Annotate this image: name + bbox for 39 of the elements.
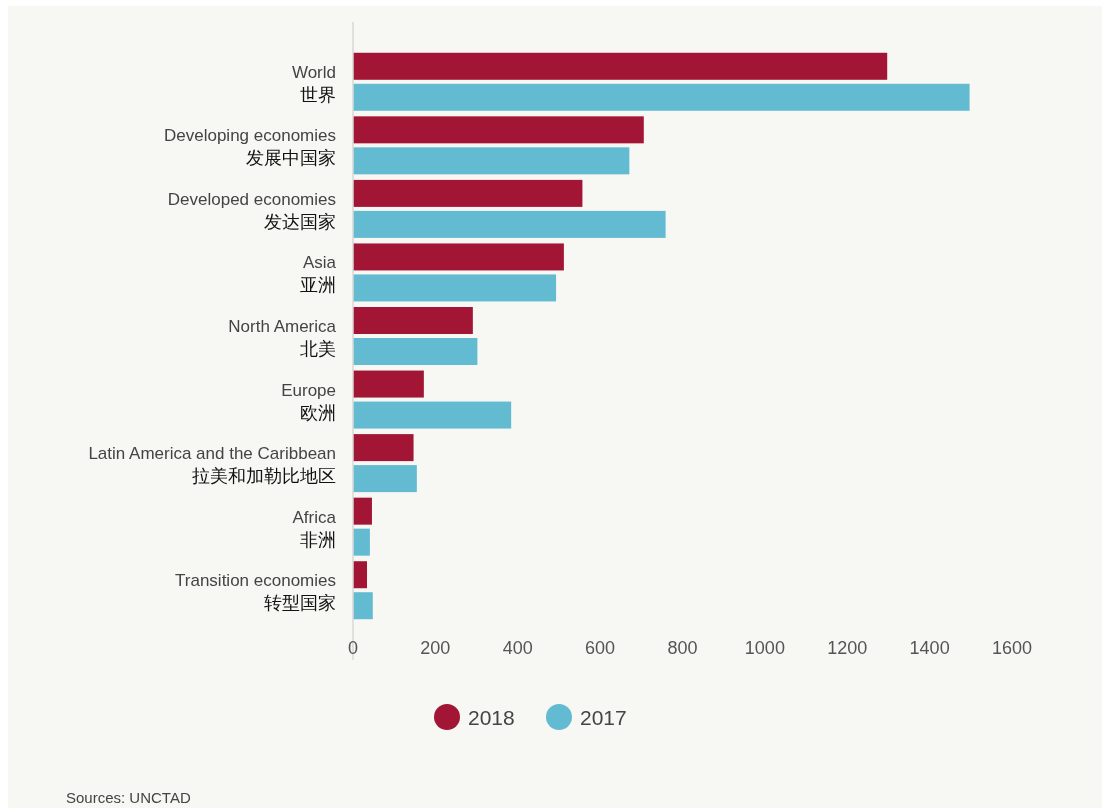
y-tick-label: World 世界: [291, 62, 336, 105]
x-tick-label: 1200: [827, 638, 868, 658]
y-tick-label: Developing economies 发展中国家: [164, 126, 336, 169]
x-tick-label: 800: [667, 638, 698, 658]
bar: [353, 52, 888, 80]
bar: [353, 116, 644, 144]
y-tick-label: Asia 亚洲: [300, 253, 337, 296]
bar: [353, 401, 512, 429]
bar: [353, 528, 370, 556]
y-tick-label: Africa 非洲: [292, 507, 337, 550]
bar: [353, 179, 583, 207]
bar: [353, 274, 557, 302]
bar: [353, 561, 367, 589]
source-note: Sources: UNCTAD: [66, 789, 191, 806]
bar: [353, 307, 473, 334]
bar: [353, 243, 564, 271]
bar: [353, 434, 414, 462]
y-tick-label: Latin America and the Caribbean 拉美和加勒比地区: [88, 444, 336, 487]
bar: [353, 147, 630, 175]
y-tick-label: Transition economies 转型国家: [175, 571, 336, 614]
bar: [353, 83, 970, 111]
x-tick-label: 1400: [909, 638, 950, 658]
y-tick-label: North America 北美: [228, 317, 337, 359]
x-tick-label: 0: [347, 638, 359, 658]
legend-label: 2018: [468, 706, 515, 729]
bar: [353, 592, 373, 620]
x-tick-label: 1000: [744, 638, 785, 658]
bar: [353, 338, 478, 365]
bar: [353, 210, 666, 238]
y-tick-label: Developed economies 发达国家: [167, 189, 336, 232]
x-tick-label: 600: [585, 638, 616, 658]
y-tick-label: Europe 欧洲: [281, 380, 336, 423]
legend-label: 2017: [580, 706, 627, 729]
bar: [353, 370, 424, 398]
x-tick-label: 200: [420, 638, 451, 658]
x-tick-label: 400: [502, 638, 533, 658]
bar: [353, 497, 372, 525]
bar: [353, 465, 417, 493]
x-tick-label: 1600: [991, 638, 1033, 658]
